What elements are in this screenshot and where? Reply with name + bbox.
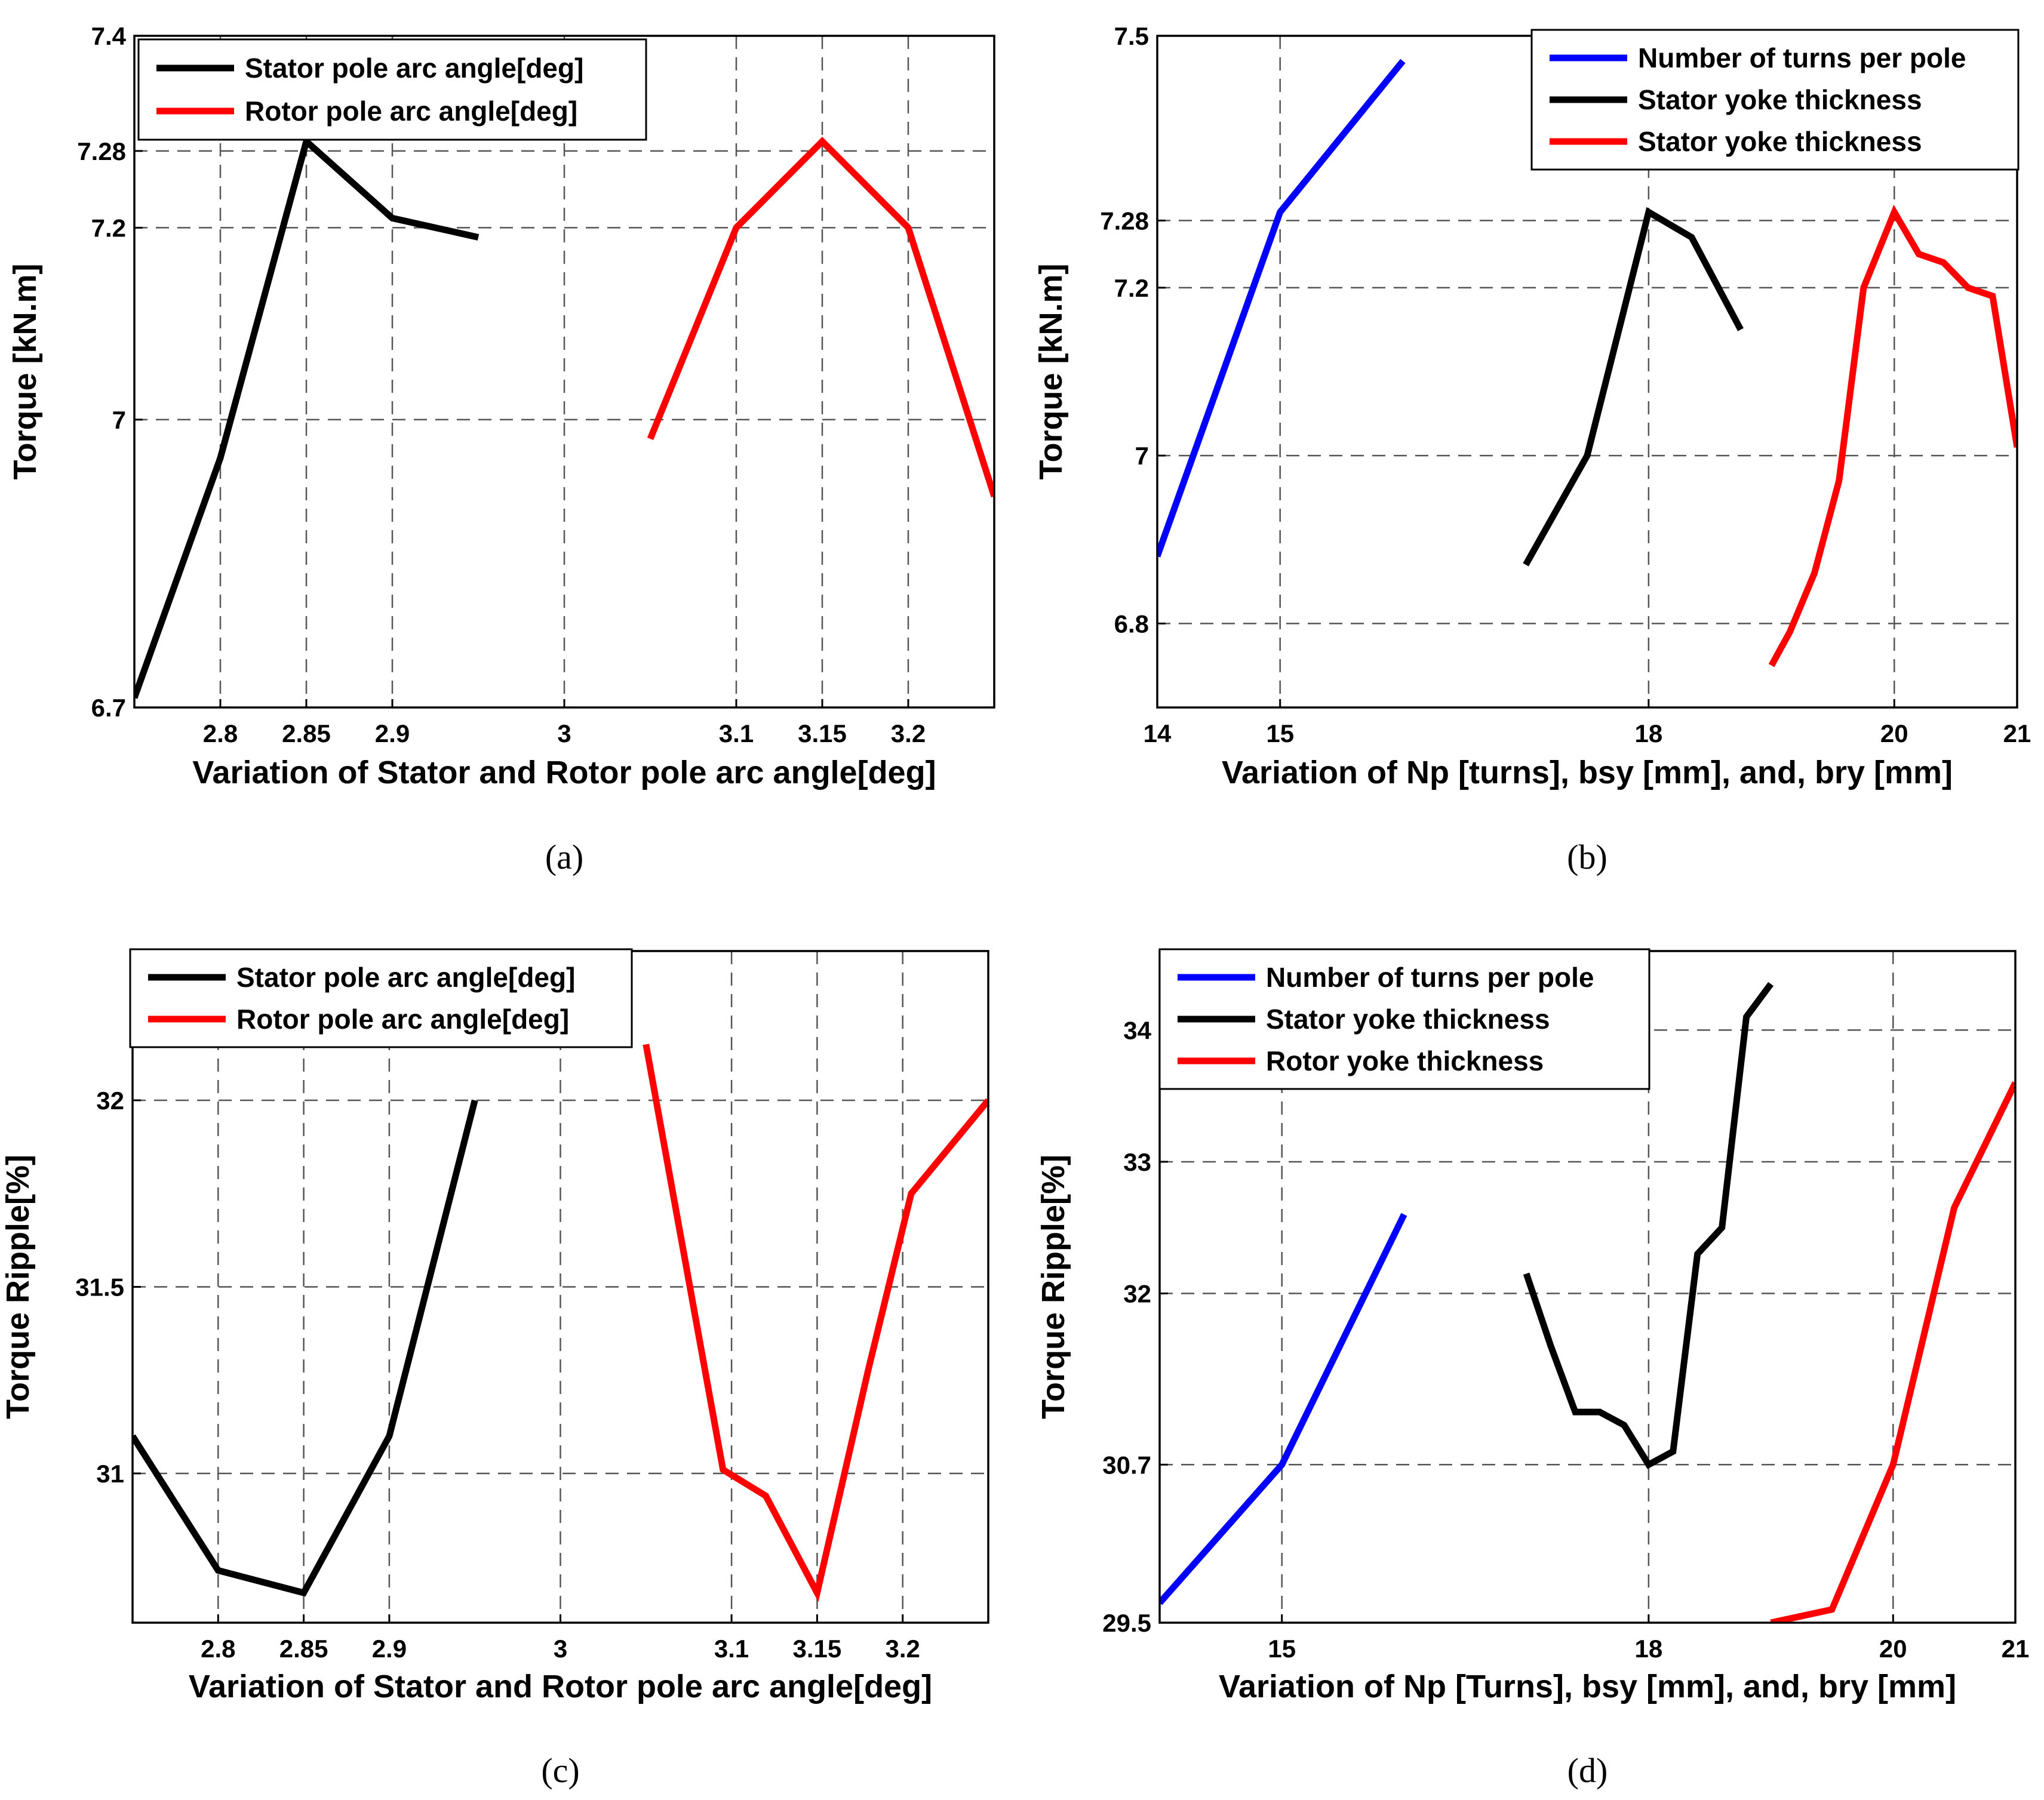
series-line-3 bbox=[1768, 204, 2017, 667]
x-tick-label: 3.15 bbox=[793, 1635, 842, 1663]
y-axis-label: Torque [kN.m] bbox=[7, 264, 43, 480]
legend-label: Rotor pole arc angle[deg] bbox=[245, 96, 577, 127]
legend: Number of turns per pole Stator yoke thic… bbox=[1530, 29, 2020, 171]
legend-label: Stator pole arc angle[deg] bbox=[245, 53, 583, 84]
legend-box bbox=[129, 948, 633, 1048]
legend-label: Number of turns per pole bbox=[1266, 962, 1594, 993]
panel-caption: (d) bbox=[1567, 1751, 1608, 1790]
chart-c: 2.8 2.85 2.9 3 3.1 3.15 3.2 31 31.5 32 Stator pole… bbox=[0, 948, 989, 1790]
x-tick-label: 20 bbox=[1879, 1635, 1907, 1663]
y-tick-label: 32 bbox=[1123, 1280, 1151, 1308]
series-line-1 bbox=[134, 135, 480, 699]
x-tick-label: 3 bbox=[557, 719, 571, 747]
y-tick-label: 33 bbox=[1123, 1148, 1151, 1176]
chart-b: 14 15 18 20 21 6.8 7 7.2 7.28 7.5 Number of turns … bbox=[1033, 22, 2031, 876]
y-axis-label: Torque Ripple[%] bbox=[0, 1155, 36, 1419]
series-group bbox=[133, 1044, 988, 1602]
series-line-2 bbox=[643, 1044, 988, 1602]
y-tick-label: 7.28 bbox=[77, 137, 126, 165]
panel-caption: (c) bbox=[541, 1751, 579, 1790]
x-tick-label: 2.8 bbox=[203, 719, 238, 747]
x-tick-label: 21 bbox=[2003, 719, 2031, 747]
y-axis-label: Torque Ripple[%] bbox=[1035, 1155, 1071, 1419]
panel-caption: (b) bbox=[1567, 838, 1607, 876]
x-axis-label: Variation of Stator and Rotor pole arc a… bbox=[189, 1669, 932, 1704]
x-tick-label: 18 bbox=[1634, 1635, 1662, 1663]
series-line-1 bbox=[1157, 59, 1406, 558]
series-group bbox=[1157, 59, 2017, 667]
y-tick-label: 7 bbox=[112, 406, 126, 434]
x-tick-label: 20 bbox=[1880, 719, 1908, 747]
series-line-2 bbox=[1523, 981, 1774, 1469]
series-line-2 bbox=[647, 137, 994, 498]
legend: Number of turns per pole Stator yoke thic… bbox=[1158, 948, 1650, 1090]
x-tick-label: 15 bbox=[1268, 1635, 1296, 1663]
x-axis-label: Variation of Stator and Rotor pole arc a… bbox=[192, 755, 936, 790]
x-tick-label: 14 bbox=[1144, 719, 1172, 747]
x-tick-label: 18 bbox=[1634, 719, 1662, 747]
y-tick-label: 6.7 bbox=[91, 694, 126, 722]
panel-caption: (a) bbox=[545, 838, 583, 876]
x-tick-label: 2.9 bbox=[372, 1635, 407, 1663]
y-tick-label: 31.5 bbox=[75, 1273, 124, 1301]
x-axis-label: Variation of Np [turns], bsy [mm], and, … bbox=[1222, 755, 1953, 790]
legend-label: Stator pole arc angle[deg] bbox=[236, 962, 575, 993]
plot-frame bbox=[133, 35, 995, 709]
x-tick-label: 3.2 bbox=[886, 1635, 920, 1663]
x-tick-label: 3.15 bbox=[798, 719, 847, 747]
series-group bbox=[1160, 981, 2015, 1623]
x-tick-label: 3.1 bbox=[714, 1635, 749, 1663]
x-tick-label: 2.8 bbox=[201, 1635, 235, 1663]
x-axis-label: Variation of Np [Turns], bsy [mm], and, … bbox=[1219, 1669, 1956, 1704]
legend-label: Number of turns per pole bbox=[1638, 42, 1966, 73]
series-line-1 bbox=[133, 1099, 478, 1597]
legend-label: Rotor pole arc angle[deg] bbox=[236, 1004, 569, 1035]
legend-label: Stator yoke thickness bbox=[1638, 126, 1922, 157]
y-tick-label: 7.4 bbox=[91, 22, 127, 50]
legend-box bbox=[137, 38, 647, 141]
legend-label: Rotor yoke thickness bbox=[1266, 1045, 1544, 1076]
y-tick-label: 32 bbox=[96, 1087, 124, 1115]
legend: Stator pole arc angle[deg] Rotor pole arc… bbox=[137, 38, 647, 141]
x-tick-label: 15 bbox=[1266, 719, 1294, 747]
legend-label: Stator yoke thickness bbox=[1266, 1004, 1550, 1035]
y-tick-label: 7.2 bbox=[91, 214, 126, 242]
x-tick-label: 3.2 bbox=[891, 719, 926, 747]
y-tick-label: 7.28 bbox=[1100, 207, 1149, 235]
series-line-1 bbox=[1160, 1213, 1407, 1605]
chart-a: 2.8 2.85 2.9 3 3.1 3.15 3.2 6.7 7 7.2 7.28 7.4 Stato… bbox=[7, 22, 995, 876]
y-tick-label: 29.5 bbox=[1102, 1609, 1151, 1637]
series-line-2 bbox=[1523, 207, 1744, 567]
y-tick-label: 30.7 bbox=[1102, 1451, 1151, 1479]
x-tick-label: 3 bbox=[554, 1635, 567, 1663]
y-tick-label: 6.8 bbox=[1114, 610, 1149, 638]
x-tick-label: 2.85 bbox=[282, 719, 331, 747]
x-tick-label: 2.9 bbox=[375, 719, 410, 747]
series-group bbox=[134, 135, 994, 699]
y-tick-label: 7 bbox=[1135, 442, 1149, 470]
x-tick-label: 21 bbox=[2002, 1635, 2030, 1663]
x-tick-label: 3.1 bbox=[719, 719, 754, 747]
y-axis-label: Torque [kN.m] bbox=[1033, 264, 1069, 480]
series-line-3 bbox=[1770, 1081, 2015, 1623]
x-tick-label: 2.85 bbox=[279, 1635, 328, 1663]
legend-label: Stator yoke thickness bbox=[1638, 84, 1922, 115]
y-tick-label: 34 bbox=[1123, 1016, 1151, 1044]
legend: Stator pole arc angle[deg] Rotor pole arc… bbox=[129, 948, 633, 1048]
y-tick-label: 7.2 bbox=[1114, 274, 1149, 302]
y-tick-label: 7.5 bbox=[1114, 22, 1149, 50]
y-tick-label: 31 bbox=[96, 1460, 124, 1488]
